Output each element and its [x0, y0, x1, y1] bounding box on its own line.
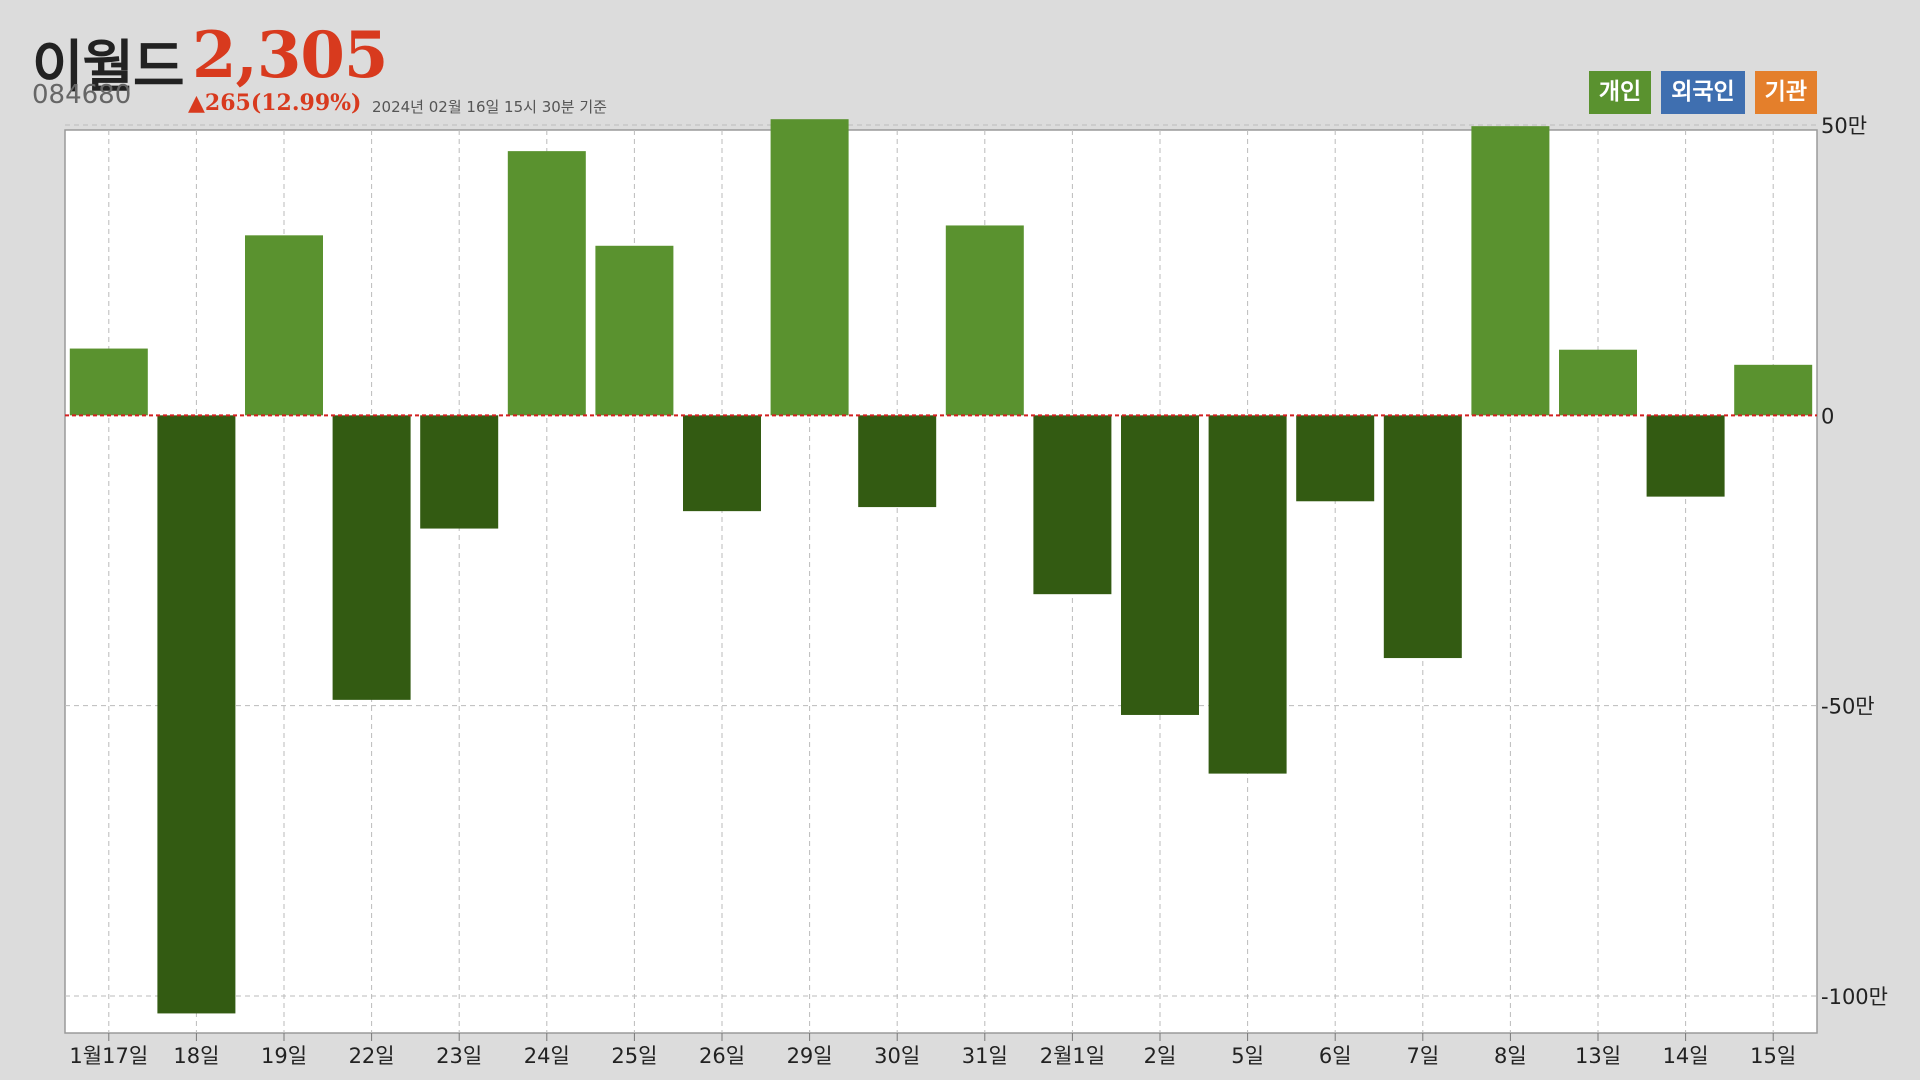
bar-2월1일	[1033, 415, 1112, 595]
legend-item-institution[interactable]: 기관	[1754, 71, 1817, 114]
plot-area	[64, 129, 1818, 1034]
x-tick-label: 13일	[1575, 1044, 1621, 1068]
x-tick-label: 6일	[1319, 1044, 1352, 1068]
bar-18일	[157, 415, 236, 1014]
x-tick-label: 14일	[1663, 1044, 1709, 1068]
bar-7일	[1383, 415, 1462, 659]
stock-price: 2,305	[192, 18, 388, 93]
x-tick-label: 7일	[1406, 1044, 1439, 1068]
x-tick-label: 25일	[611, 1044, 657, 1068]
y-tick-label: 50만	[1821, 114, 1867, 138]
x-tick-label: 1월17일	[69, 1044, 148, 1068]
bar-25일	[595, 245, 674, 416]
x-tick-label: 22일	[349, 1044, 395, 1068]
stock-timestamp: 2024년 02월 16일 15시 30분 기준	[372, 98, 607, 116]
x-tick-label: 23일	[436, 1044, 482, 1068]
x-tick-label: 31일	[962, 1044, 1008, 1068]
bar-1월17일	[69, 348, 148, 416]
x-tick-label: 29일	[787, 1044, 833, 1068]
x-tick-label: 18일	[173, 1044, 219, 1068]
bar-6일	[1296, 415, 1375, 502]
bar-8일	[1471, 126, 1550, 416]
legend-item-individual[interactable]: 개인	[1588, 71, 1652, 114]
legend: 개인 외국인 기관	[1588, 71, 1817, 114]
x-tick-label: 15일	[1750, 1044, 1796, 1068]
bar-23일	[420, 415, 499, 529]
bar-29일	[770, 119, 849, 416]
stock-name: 이월드	[32, 35, 185, 100]
x-tick-label: 30일	[874, 1044, 920, 1068]
x-tick-label: 5일	[1231, 1044, 1264, 1068]
x-tick-label: 26일	[699, 1044, 745, 1068]
header: 이월드 2,305 084680 ▲265(12.99%) 2024년 02월 …	[0, 0, 1920, 130]
stock-change: ▲265(12.99%)	[188, 90, 362, 116]
x-tick-label: 24일	[524, 1044, 570, 1068]
bar-5일	[1208, 415, 1287, 774]
bar-31일	[945, 225, 1024, 416]
bar-24일	[507, 151, 586, 416]
x-tick-label: 8일	[1494, 1044, 1527, 1068]
y-tick-label: 0	[1821, 404, 1834, 428]
bar-15일	[1734, 364, 1813, 416]
x-tick-label: 2일	[1144, 1044, 1177, 1068]
bar-26일	[683, 415, 761, 512]
y-tick-label: -100만	[1821, 985, 1888, 1009]
bar-2일	[1121, 415, 1199, 715]
legend-item-foreign[interactable]: 외국인	[1661, 71, 1745, 114]
bar-13일	[1559, 349, 1637, 416]
bar-30일	[858, 415, 937, 508]
x-tick-label: 2월1일	[1040, 1044, 1105, 1068]
y-tick-label: -50만	[1821, 695, 1875, 719]
bar-14일	[1646, 415, 1725, 497]
stock-code: 084680	[32, 80, 132, 110]
bar-22일	[332, 415, 411, 700]
x-tick-label: 19일	[261, 1044, 307, 1068]
bar-19일	[245, 235, 323, 416]
